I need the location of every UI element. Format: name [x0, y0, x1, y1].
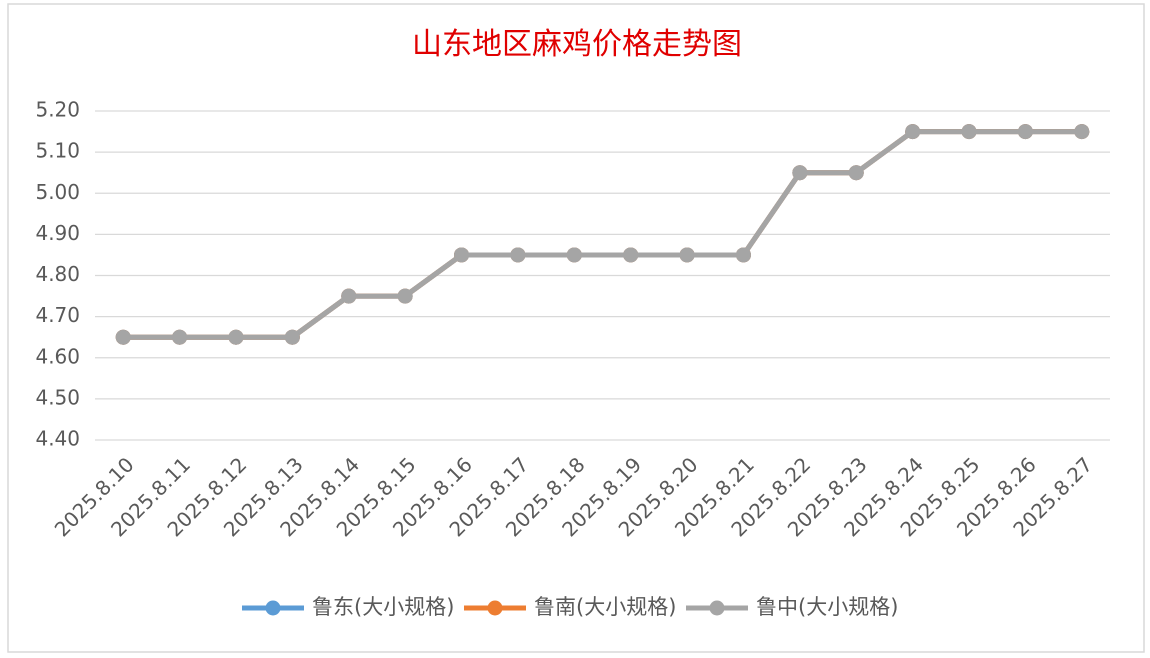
data-point — [228, 329, 244, 345]
legend-label: 鲁东(大小规格) — [312, 595, 454, 619]
legend-label: 鲁中(大小规格) — [756, 595, 898, 619]
y-tick-label: 5.20 — [35, 98, 80, 122]
data-point — [341, 288, 357, 304]
y-tick-label: 4.60 — [35, 344, 80, 368]
legend-marker — [265, 600, 281, 616]
y-tick-label: 4.80 — [35, 262, 80, 286]
data-point — [961, 124, 977, 140]
data-point — [172, 329, 188, 345]
data-point — [397, 288, 413, 304]
y-tick-label: 4.50 — [35, 385, 80, 409]
y-tick-label: 4.40 — [35, 427, 80, 451]
data-point — [735, 247, 751, 263]
data-point — [454, 247, 470, 263]
data-point — [1074, 124, 1090, 140]
data-point — [792, 165, 808, 181]
data-point — [623, 247, 639, 263]
legend-marker — [487, 600, 503, 616]
data-point — [284, 329, 300, 345]
data-point — [510, 247, 526, 263]
data-point — [115, 329, 131, 345]
data-point — [905, 124, 921, 140]
data-point — [848, 165, 864, 181]
data-point — [679, 247, 695, 263]
y-tick-label: 4.70 — [35, 303, 80, 327]
chart-title: 山东地区麻鸡价格走势图 — [412, 27, 742, 62]
legend-marker — [709, 600, 725, 616]
series-line — [123, 129, 1082, 340]
y-tick-label: 5.00 — [35, 180, 80, 204]
y-tick-label: 4.90 — [35, 221, 80, 245]
legend-label: 鲁南(大小规格) — [534, 595, 676, 619]
data-point — [1017, 124, 1033, 140]
data-point — [566, 247, 582, 263]
chart-area — [7, 3, 1145, 653]
y-tick-label: 5.10 — [35, 139, 80, 163]
